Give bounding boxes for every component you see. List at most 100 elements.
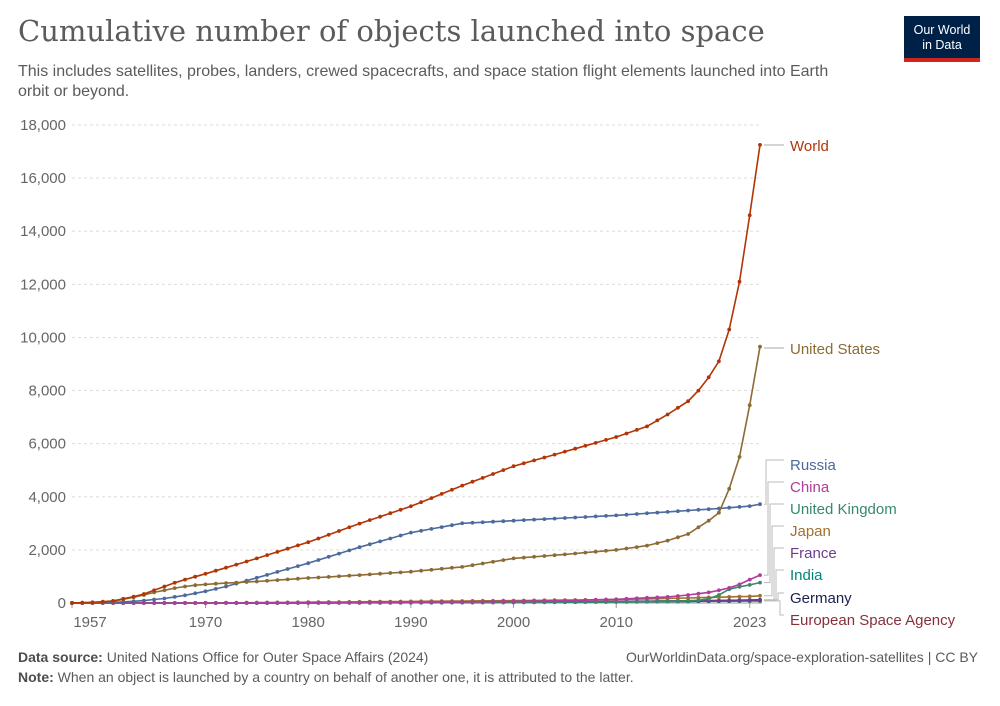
- data-point: [378, 514, 382, 519]
- source-text[interactable]: United Nations Office for Outer Space Af…: [106, 649, 429, 665]
- x-tick-label: 2000: [497, 614, 530, 631]
- data-point: [460, 600, 465, 604]
- data-point: [203, 582, 208, 587]
- data-point: [747, 577, 752, 582]
- data-point: [521, 555, 526, 560]
- data-point: [337, 574, 341, 579]
- data-point: [717, 598, 721, 603]
- data-point: [614, 435, 619, 439]
- data-point: [357, 521, 362, 526]
- data-point: [398, 533, 403, 538]
- chart-note: Note: When an object is launched by a co…: [18, 669, 634, 685]
- data-point: [357, 545, 362, 550]
- data-point: [655, 595, 660, 600]
- data-point: [747, 594, 752, 599]
- data-point: [501, 468, 506, 472]
- data-point: [676, 509, 680, 514]
- data-point: [501, 519, 506, 524]
- legend-label-japan: Japan: [790, 523, 831, 540]
- data-point: [183, 577, 187, 582]
- legend-connector: [764, 547, 784, 601]
- data-point: [614, 597, 619, 602]
- data-point: [737, 598, 742, 603]
- data-point: [665, 412, 670, 417]
- data-point: [727, 598, 732, 603]
- data-point: [285, 567, 290, 571]
- data-point: [501, 599, 506, 604]
- data-point: [604, 438, 608, 442]
- data-point: [285, 577, 290, 582]
- data-point: [758, 593, 762, 598]
- legend-connector: [764, 525, 784, 597]
- data-point: [563, 516, 567, 520]
- data-point: [747, 403, 752, 408]
- data-point: [593, 514, 598, 519]
- data-point: [511, 464, 516, 469]
- data-point: [563, 598, 567, 603]
- legend-connector: [764, 459, 784, 505]
- data-point: [491, 472, 495, 476]
- data-point: [727, 505, 732, 510]
- logo-line-1: Our World: [913, 23, 971, 37]
- data-point: [388, 571, 393, 575]
- y-tick-label: 6,000: [28, 436, 66, 453]
- data-point: [686, 598, 690, 603]
- data-point: [511, 518, 516, 523]
- data-point: [573, 446, 578, 451]
- data-point: [604, 597, 608, 602]
- data-point: [563, 449, 567, 454]
- data-point: [234, 562, 239, 567]
- data-point: [676, 594, 680, 598]
- chart-subtitle: This includes satellites, probes, lander…: [18, 63, 829, 100]
- data-point: [275, 578, 280, 582]
- data-point: [193, 583, 198, 588]
- data-point: [162, 601, 167, 605]
- legend-connector: [764, 503, 784, 584]
- data-point: [460, 521, 465, 526]
- data-point: [624, 596, 629, 601]
- data-point: [244, 601, 249, 605]
- data-point: [655, 510, 660, 515]
- data-point: [378, 600, 382, 605]
- data-point: [224, 601, 228, 605]
- data-point: [265, 600, 269, 605]
- data-point: [326, 600, 331, 605]
- data-point: [737, 455, 742, 459]
- data-point: [162, 588, 167, 593]
- data-point: [696, 507, 701, 512]
- data-point: [696, 388, 701, 393]
- data-point: [265, 573, 269, 577]
- data-point: [254, 579, 259, 584]
- data-point: [758, 344, 762, 349]
- data-point: [686, 593, 690, 597]
- data-point: [265, 578, 269, 583]
- data-point: [90, 600, 95, 605]
- data-point: [172, 601, 177, 605]
- data-point: [696, 591, 701, 596]
- data-point: [552, 452, 557, 457]
- data-point: [224, 584, 228, 589]
- data-point: [213, 568, 218, 573]
- data-point: [470, 479, 475, 484]
- credit-link[interactable]: OurWorldinData.org/space-exploration-sat…: [626, 649, 978, 665]
- data-point: [100, 599, 105, 604]
- data-point: [183, 584, 187, 589]
- data-point: [275, 600, 280, 605]
- owid-logo[interactable]: Our World in Data: [904, 16, 980, 62]
- series-line-united-states: [71, 346, 761, 604]
- data-point: [193, 601, 198, 605]
- data-point: [367, 572, 372, 577]
- data-point: [727, 595, 732, 599]
- data-point: [521, 599, 526, 604]
- data-point: [367, 542, 372, 547]
- data-point: [686, 399, 690, 404]
- data-point: [491, 599, 495, 604]
- data-point: [285, 546, 290, 551]
- data-point: [542, 599, 547, 603]
- data-point: [419, 600, 423, 605]
- data-point: [306, 576, 311, 580]
- data-point: [491, 519, 495, 524]
- data-point: [634, 599, 639, 604]
- data-point: [532, 517, 536, 522]
